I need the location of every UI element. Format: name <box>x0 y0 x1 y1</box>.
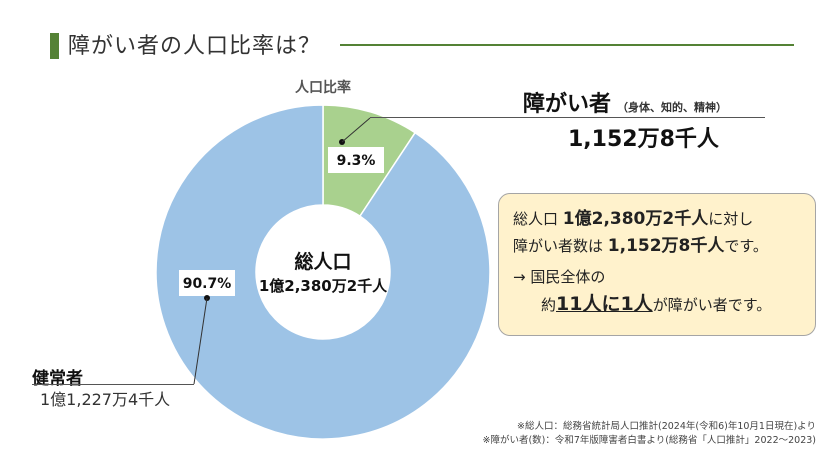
info-text: です。 <box>724 237 768 255</box>
title-rule <box>340 44 794 46</box>
info-text: に対し <box>708 210 754 228</box>
healthy-count: 1億1,227万4千人 <box>40 390 171 409</box>
info-line-3: → 国民全体の <box>513 268 606 286</box>
leader-line-0 <box>341 117 371 143</box>
info-emphasis: 11人に1人 <box>556 293 653 315</box>
center-label: 総人口 <box>294 250 351 273</box>
info-emphasis: 1,152万8千人 <box>607 236 725 256</box>
value-label-box-1 <box>179 270 235 296</box>
info-line-2: 障がい者数は 1,152万8千人です。 <box>513 233 801 260</box>
info-text: 総人口 <box>513 210 563 228</box>
info-box: 総人口 1億2,380万2千人に対し 障がい者数は 1,152万8千人です。 →… <box>498 193 816 336</box>
info-line-1: 総人口 1億2,380万2千人に対し <box>513 206 801 233</box>
title-accent-bar <box>50 33 59 59</box>
info-line-4: 約11人に1人が障がい者です。 <box>513 291 801 319</box>
source-note-2: ※障がい者(数)：令和7年版障害者白書より(総務省「人口推計」2022〜2023… <box>482 435 817 446</box>
value-label-box-0 <box>328 147 384 173</box>
info-text: 障がい者数は <box>513 237 608 255</box>
center-value: 1億2,380万2千人 <box>259 277 388 295</box>
info-text: 約 <box>541 296 557 314</box>
donut-slice-1 <box>155 104 491 440</box>
chart-title: 人口比率 <box>295 79 351 96</box>
disabled-label-title: 障がい者 <box>523 92 612 117</box>
disabled-callout-line <box>370 117 765 118</box>
disabled-label-detail: （身体、知的、精神） <box>617 101 728 114</box>
page-title: 障がい者の人口比率は？ <box>68 34 322 59</box>
source-note-1: ※総人口：総務省統計局人口推計(2024年(令和6)年10月1日現在)より <box>517 421 816 432</box>
value-label-1: 90.7% <box>183 276 232 292</box>
disabled-count: 1,152万8千人 <box>568 127 719 152</box>
info-emphasis: 1億2,380万2千人 <box>562 209 709 229</box>
info-text: が障がい者です。 <box>652 296 772 314</box>
source-notes: ※総人口：総務省統計局人口推計(2024年(令和6)年10月1日現在)より ※障… <box>483 420 817 448</box>
value-label-0: 9.3% <box>337 153 376 169</box>
disabled-label: 障がい者 （身体、知的、精神） <box>523 86 727 118</box>
healthy-callout-line <box>32 384 194 385</box>
leader-line-1 <box>193 297 208 385</box>
